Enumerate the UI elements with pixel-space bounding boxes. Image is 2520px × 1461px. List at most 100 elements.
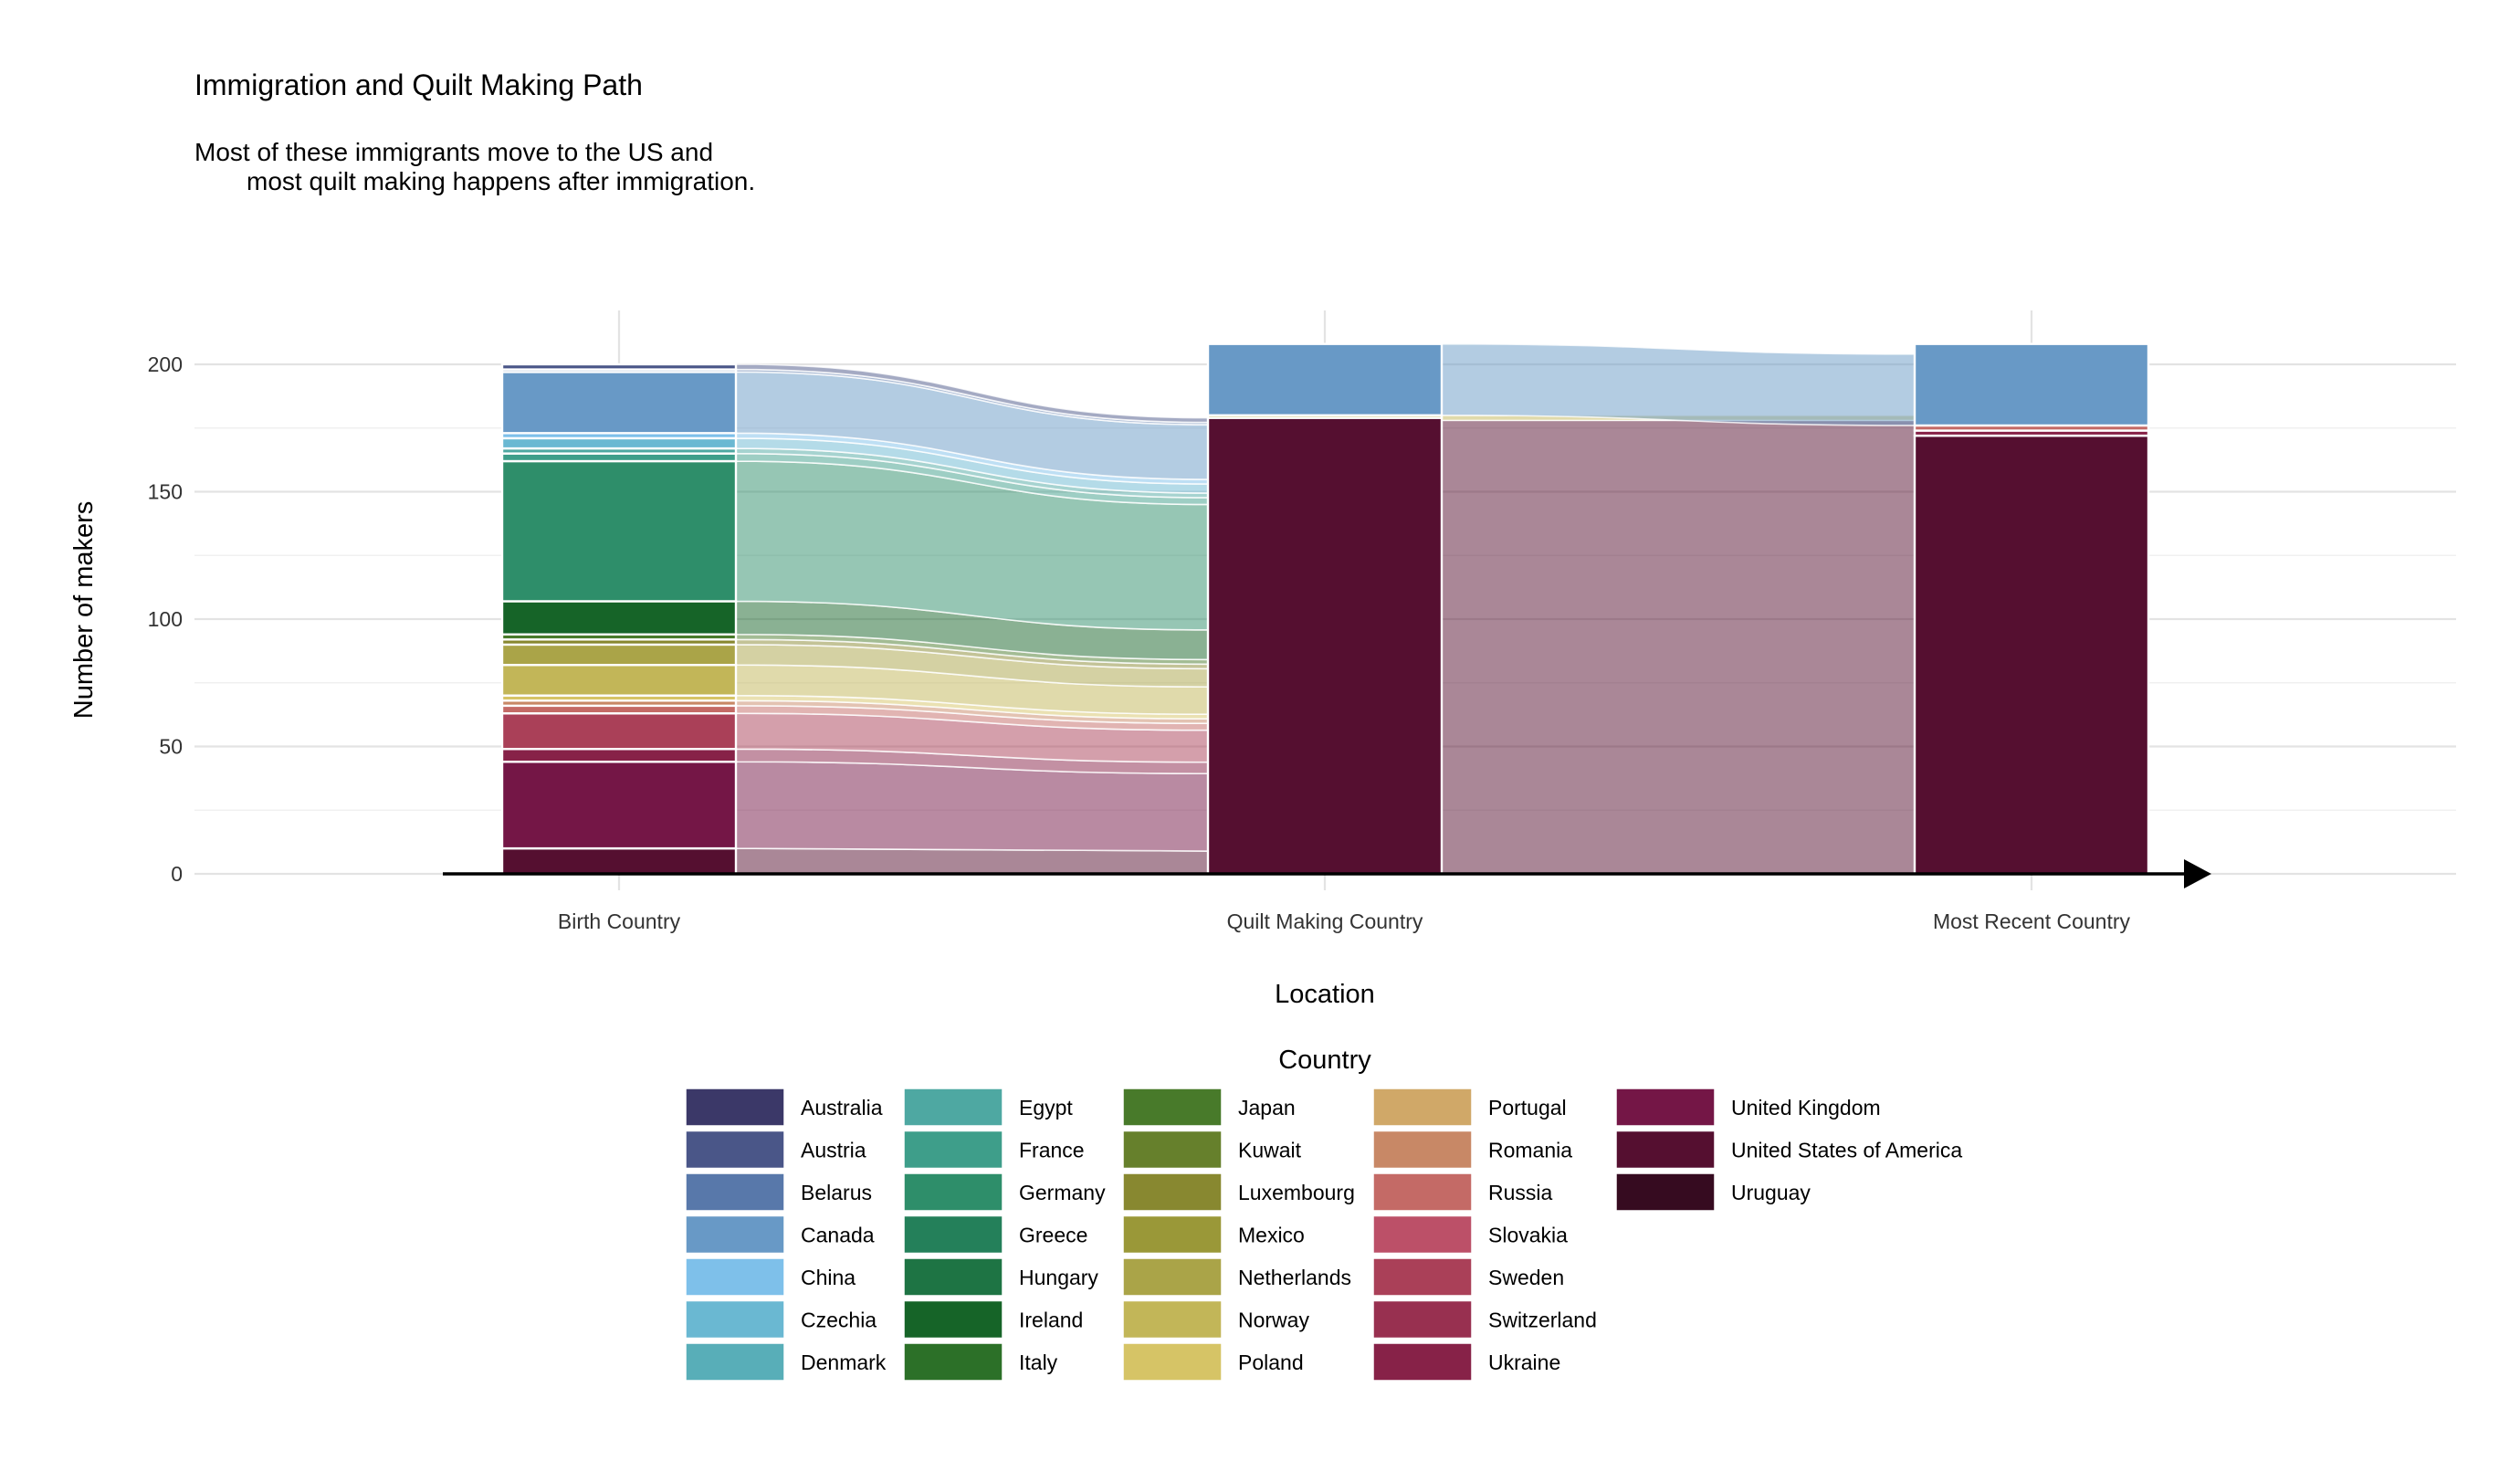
legend-label-france: France: [1019, 1139, 1085, 1162]
legend-label-norway: Norway: [1238, 1309, 1309, 1332]
legend-label-ireland: Ireland: [1019, 1309, 1083, 1332]
legend-swatch-greece: [903, 1214, 1003, 1255]
bar-birth-country-france: [500, 452, 738, 463]
bar-quilt-making-country-united-states-of-america: [1206, 416, 1444, 876]
flow-united-kingdom: [735, 761, 1209, 852]
legend-swatch-china: [685, 1257, 785, 1297]
legend-label-ukraine: Ukraine: [1488, 1351, 1560, 1374]
y-axis-ticks: 0 50 100 150 200: [148, 352, 183, 886]
legend-label-netherlands: Netherlands: [1238, 1266, 1351, 1289]
bar-birth-country-sweden: [500, 712, 738, 751]
legend-swatch-belarus: [685, 1172, 785, 1212]
legend-swatch-austria: [685, 1130, 785, 1170]
legend-swatch-united-kingdom: [1615, 1088, 1716, 1127]
flow-ribbons: [735, 342, 1916, 875]
legend-label-hungary: Hungary: [1019, 1266, 1098, 1289]
legend-swatch-sweden: [1372, 1257, 1473, 1297]
chart-subtitle-line-2: most quilt making happens after immigrat…: [247, 167, 755, 195]
bar-birth-country-canada: [500, 371, 738, 435]
legend-label-china: China: [801, 1266, 856, 1289]
legend-label-germany: Germany: [1019, 1181, 1106, 1204]
legend-label-greece: Greece: [1019, 1224, 1087, 1247]
y-tick-label: 150: [148, 480, 183, 504]
y-tick-label: 0: [171, 862, 183, 886]
x-tick-label-most-recent-country: Most Recent Country: [1933, 909, 2131, 933]
x-tick-label-birth-country: Birth Country: [558, 909, 681, 933]
legend-label-czechia: Czechia: [801, 1309, 877, 1332]
x-tick-label-quilt-making-country: Quilt Making Country: [1227, 909, 1423, 933]
legend-swatch-denmark: [685, 1342, 785, 1382]
legend-swatch-russia: [1372, 1172, 1473, 1212]
legend-label-russia: Russia: [1488, 1181, 1553, 1204]
legend-label-italy: Italy: [1019, 1351, 1058, 1374]
legend-label-united-states-of-america: United States of America: [1731, 1139, 1962, 1162]
legend-swatch-kuwait: [1122, 1130, 1223, 1170]
x-axis-ticks: Birth Country Quilt Making Country Most Re…: [558, 909, 2131, 933]
legend-label-denmark: Denmark: [801, 1351, 887, 1374]
legend-label-mexico: Mexico: [1238, 1224, 1305, 1247]
legend-label-canada: Canada: [801, 1224, 875, 1247]
legend-label-luxembourg: Luxembourg: [1238, 1181, 1355, 1204]
flow-united-states-of-america-to-united-states-of-america: [1441, 419, 1916, 875]
legend-label-slovakia: Slovakia: [1488, 1224, 1568, 1247]
bar-birth-country-united-kingdom: [500, 761, 738, 850]
legend-swatch-mexico: [1122, 1214, 1223, 1255]
y-tick-label: 50: [159, 735, 183, 759]
legend-label-portugal: Portugal: [1488, 1096, 1567, 1119]
bar-birth-country-austria: [500, 363, 738, 371]
legend-label-kuwait: Kuwait: [1238, 1139, 1302, 1162]
legend-swatch-united-states-of-america: [1615, 1130, 1716, 1170]
stacked-bars: [500, 342, 2150, 876]
legend-swatch-germany: [903, 1172, 1003, 1212]
x-axis-arrow: [443, 859, 2211, 888]
flow-canada-to-canada: [1441, 342, 1916, 426]
bar-birth-country-united-states-of-america: [500, 846, 738, 876]
legend-swatch-hungary: [903, 1257, 1003, 1297]
legend-swatch-norway: [1122, 1299, 1223, 1340]
legend-swatch-poland: [1122, 1342, 1223, 1382]
x-axis-title: Location: [1275, 980, 1375, 1009]
legend-swatch-ireland: [903, 1299, 1003, 1340]
legend-label-united-kingdom: United Kingdom: [1731, 1096, 1881, 1119]
legend-label-switzerland: Switzerland: [1488, 1309, 1597, 1332]
legend-label-sweden: Sweden: [1488, 1266, 1564, 1289]
x-axis-arrowhead: [2184, 859, 2211, 888]
legend-swatch-egypt: [903, 1088, 1003, 1127]
bar-birth-country-russia: [500, 704, 738, 715]
bar-birth-country-ukraine: [500, 748, 738, 763]
y-tick-label: 200: [148, 352, 183, 376]
bar-quilt-making-country-canada: [1206, 342, 1444, 416]
legend-swatch-czechia: [685, 1299, 785, 1340]
bar-most-recent-country-canada: [1913, 342, 2150, 427]
y-axis-title: Number of makers: [69, 501, 99, 720]
legend-label-uruguay: Uruguay: [1731, 1181, 1811, 1204]
legend-label-romania: Romania: [1488, 1139, 1572, 1162]
legend-swatch-slovakia: [1372, 1214, 1473, 1255]
legend-label-austria: Austria: [801, 1139, 866, 1162]
y-tick-label: 100: [148, 607, 183, 631]
legend-swatch-romania: [1372, 1130, 1473, 1170]
bar-birth-country-czechia: [500, 436, 738, 450]
legend-label-poland: Poland: [1238, 1351, 1304, 1374]
chart-title: Immigration and Quilt Making Path: [194, 68, 643, 101]
legend: Australia Austria Belarus Canada China Czechi…: [685, 1088, 1962, 1382]
legend-label-belarus: Belarus: [801, 1181, 872, 1204]
bar-birth-country-netherlands: [500, 643, 738, 667]
legend-swatch-australia: [685, 1088, 785, 1127]
legend-title: Country: [1278, 1046, 1371, 1075]
legend-swatch-canada: [685, 1214, 785, 1255]
legend-label-australia: Australia: [801, 1096, 883, 1119]
legend-swatch-uruguay: [1615, 1172, 1716, 1212]
legend-swatch-france: [903, 1130, 1003, 1170]
bar-birth-country-germany: [500, 459, 738, 603]
bar-birth-country-norway: [500, 664, 738, 697]
legend-swatch-ukraine: [1372, 1342, 1473, 1382]
legend-label-japan: Japan: [1238, 1096, 1296, 1119]
chart-subtitle-line-1: Most of these immigrants move to the US …: [194, 138, 713, 166]
legend-label-egypt: Egypt: [1019, 1096, 1073, 1119]
legend-swatch-switzerland: [1372, 1299, 1473, 1340]
flow-united-states-of-america: [735, 847, 1209, 875]
legend-swatch-luxembourg: [1122, 1172, 1223, 1212]
bar-birth-country-ireland: [500, 600, 738, 636]
